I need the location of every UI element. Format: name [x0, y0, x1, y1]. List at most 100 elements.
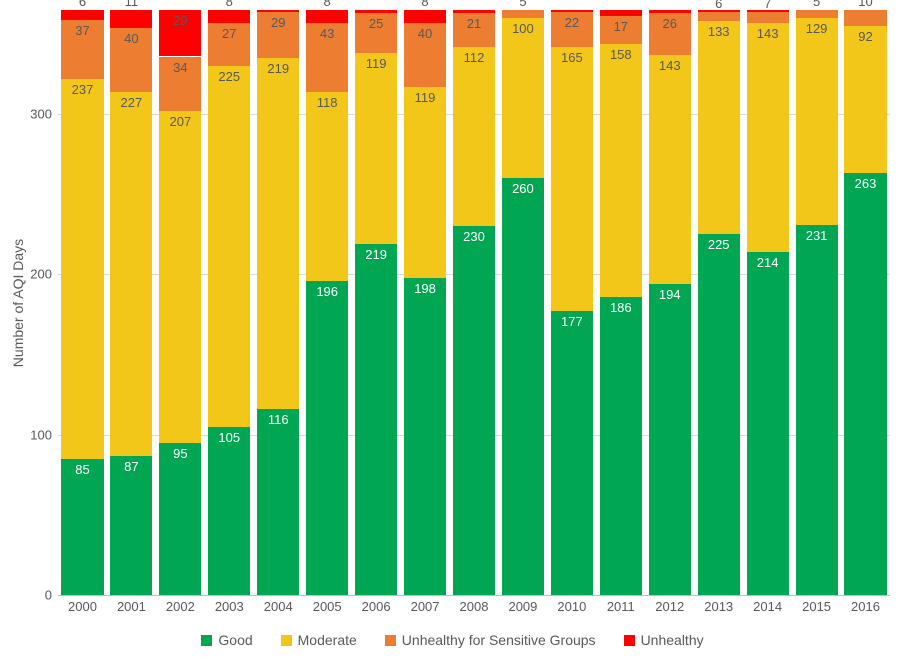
bar-segment-unhealthy: [747, 10, 789, 12]
bar-segment-usg: [747, 12, 789, 23]
bar-segment-unhealthy: [649, 10, 691, 13]
bar-value-label: 43: [306, 27, 348, 40]
bar-segment-unhealthy: [600, 10, 642, 16]
bar-segment-good: 186: [600, 297, 642, 595]
bar-segment-moderate: 207: [159, 111, 201, 443]
bar-segment-usg: 40: [404, 23, 446, 87]
bar-segment-moderate: 92: [844, 26, 886, 173]
plot-area: 0100200300852373762000872274011200195207…: [58, 10, 890, 595]
bar-segment-usg: 37: [61, 20, 103, 79]
bar-column: 2311295: [796, 10, 838, 595]
legend-item-unhealthy: Unhealthy: [624, 632, 704, 648]
bar-value-label: 37: [61, 24, 103, 37]
bar-segment-good: 85: [61, 459, 103, 595]
bar-value-label: 165: [551, 51, 593, 64]
bar-segment-usg: 26: [649, 13, 691, 55]
bar-segment-good: 194: [649, 284, 691, 595]
x-tick-label: 2009: [508, 595, 537, 614]
legend-swatch: [385, 635, 396, 646]
bar-column: 2251336: [698, 10, 740, 595]
x-tick-label: 2000: [68, 595, 97, 614]
y-tick-label: 100: [30, 427, 58, 442]
x-tick-label: 2012: [655, 595, 684, 614]
bar-value-label: 17: [600, 20, 642, 33]
bar-value-label: 225: [698, 238, 740, 251]
bar-segment-usg: [796, 10, 838, 18]
bar-value-label: 92: [844, 30, 886, 43]
bar-value-label: 177: [551, 315, 593, 328]
bar-segment-good: 196: [306, 281, 348, 595]
bar-value-label: 21: [453, 17, 495, 30]
bar-segment-unhealthy: [698, 10, 740, 12]
x-tick-label: 2011: [607, 595, 635, 614]
bar-value-label: 10: [844, 0, 886, 8]
bar-value-label: 7: [747, 0, 789, 10]
bar-segment-good: 105: [208, 427, 250, 595]
bar-value-label: 40: [404, 27, 446, 40]
bar-value-label: 11: [110, 0, 152, 8]
bar-value-label: 158: [600, 48, 642, 61]
y-tick-label: 0: [45, 588, 58, 603]
bar-segment-good: 230: [453, 226, 495, 595]
bar-value-label: 260: [502, 182, 544, 195]
bar-segment-usg: 29: [257, 12, 299, 58]
legend: Good Moderate Unhealthy for Sensitive Grou…: [0, 632, 905, 648]
aqi-stacked-bar-chart: 0100200300852373762000872274011200195207…: [0, 0, 905, 657]
bar-column: 872274011: [110, 10, 152, 595]
bar-value-label: 194: [649, 288, 691, 301]
bar-value-label: 225: [208, 70, 250, 83]
bar-segment-unhealthy: [61, 10, 103, 20]
bar-segment-good: 260: [502, 178, 544, 595]
bar-value-label: 26: [649, 17, 691, 30]
bar-segment-moderate: 100: [502, 18, 544, 178]
bar-value-label: 143: [747, 27, 789, 40]
bar-value-label: 34: [159, 61, 201, 74]
bar-value-label: 87: [110, 460, 152, 473]
legend-item-good: Good: [201, 632, 252, 648]
bar-value-label: 227: [110, 96, 152, 109]
bar-segment-usg: 22: [551, 12, 593, 47]
bar-segment-usg: 43: [306, 23, 348, 92]
bar-value-label: 25: [355, 17, 397, 30]
bar-segment-moderate: 119: [355, 53, 397, 244]
bar-value-label: 6: [698, 0, 740, 10]
bar-segment-unhealthy: 29: [159, 10, 201, 56]
bar-value-label: 105: [208, 431, 250, 444]
bar-segment-moderate: 112: [453, 47, 495, 227]
bar-column: 186 158 17: [600, 10, 642, 595]
bar-column: 2141437: [747, 10, 789, 595]
x-tick-label: 2002: [166, 595, 195, 614]
bar-segment-unhealthy: [453, 10, 495, 13]
bar-value-label: 129: [796, 22, 838, 35]
bar-segment-usg: 21: [453, 13, 495, 47]
bar-column: 2639210: [844, 10, 886, 595]
legend-item-usg: Unhealthy for Sensitive Groups: [385, 632, 596, 648]
bar-segment-moderate: 119: [404, 87, 446, 278]
bar-column: 196118438: [306, 10, 348, 595]
bar-column: 952073429: [159, 10, 201, 595]
bar-segment-good: 87: [110, 456, 152, 595]
legend-item-moderate: Moderate: [281, 632, 357, 648]
bar-value-label: 100: [502, 22, 544, 35]
x-tick-label: 2010: [557, 595, 586, 614]
x-tick-label: 2005: [313, 595, 342, 614]
bar-segment-good: 225: [698, 234, 740, 595]
bar-value-label: 263: [844, 177, 886, 190]
bar-value-label: 143: [649, 59, 691, 72]
bar-segment-moderate: 143: [747, 23, 789, 252]
y-tick-label: 200: [30, 267, 58, 282]
bar-value-label: 237: [61, 83, 103, 96]
y-tick-label: 300: [30, 107, 58, 122]
bar-segment-unhealthy: [257, 10, 299, 12]
bar-segment-moderate: 219: [257, 58, 299, 409]
bar-segment-good: 219: [355, 244, 397, 595]
bar-value-label: 29: [159, 14, 201, 27]
bar-value-label: 29: [257, 16, 299, 29]
x-tick-label: 2004: [264, 595, 293, 614]
bar-segment-moderate: 118: [306, 92, 348, 281]
bar-column: 198119408: [404, 10, 446, 595]
bar-segment-moderate: 133: [698, 21, 740, 234]
x-tick-label: 2013: [704, 595, 733, 614]
bar-value-label: 8: [404, 0, 446, 8]
x-tick-label: 2007: [411, 595, 440, 614]
